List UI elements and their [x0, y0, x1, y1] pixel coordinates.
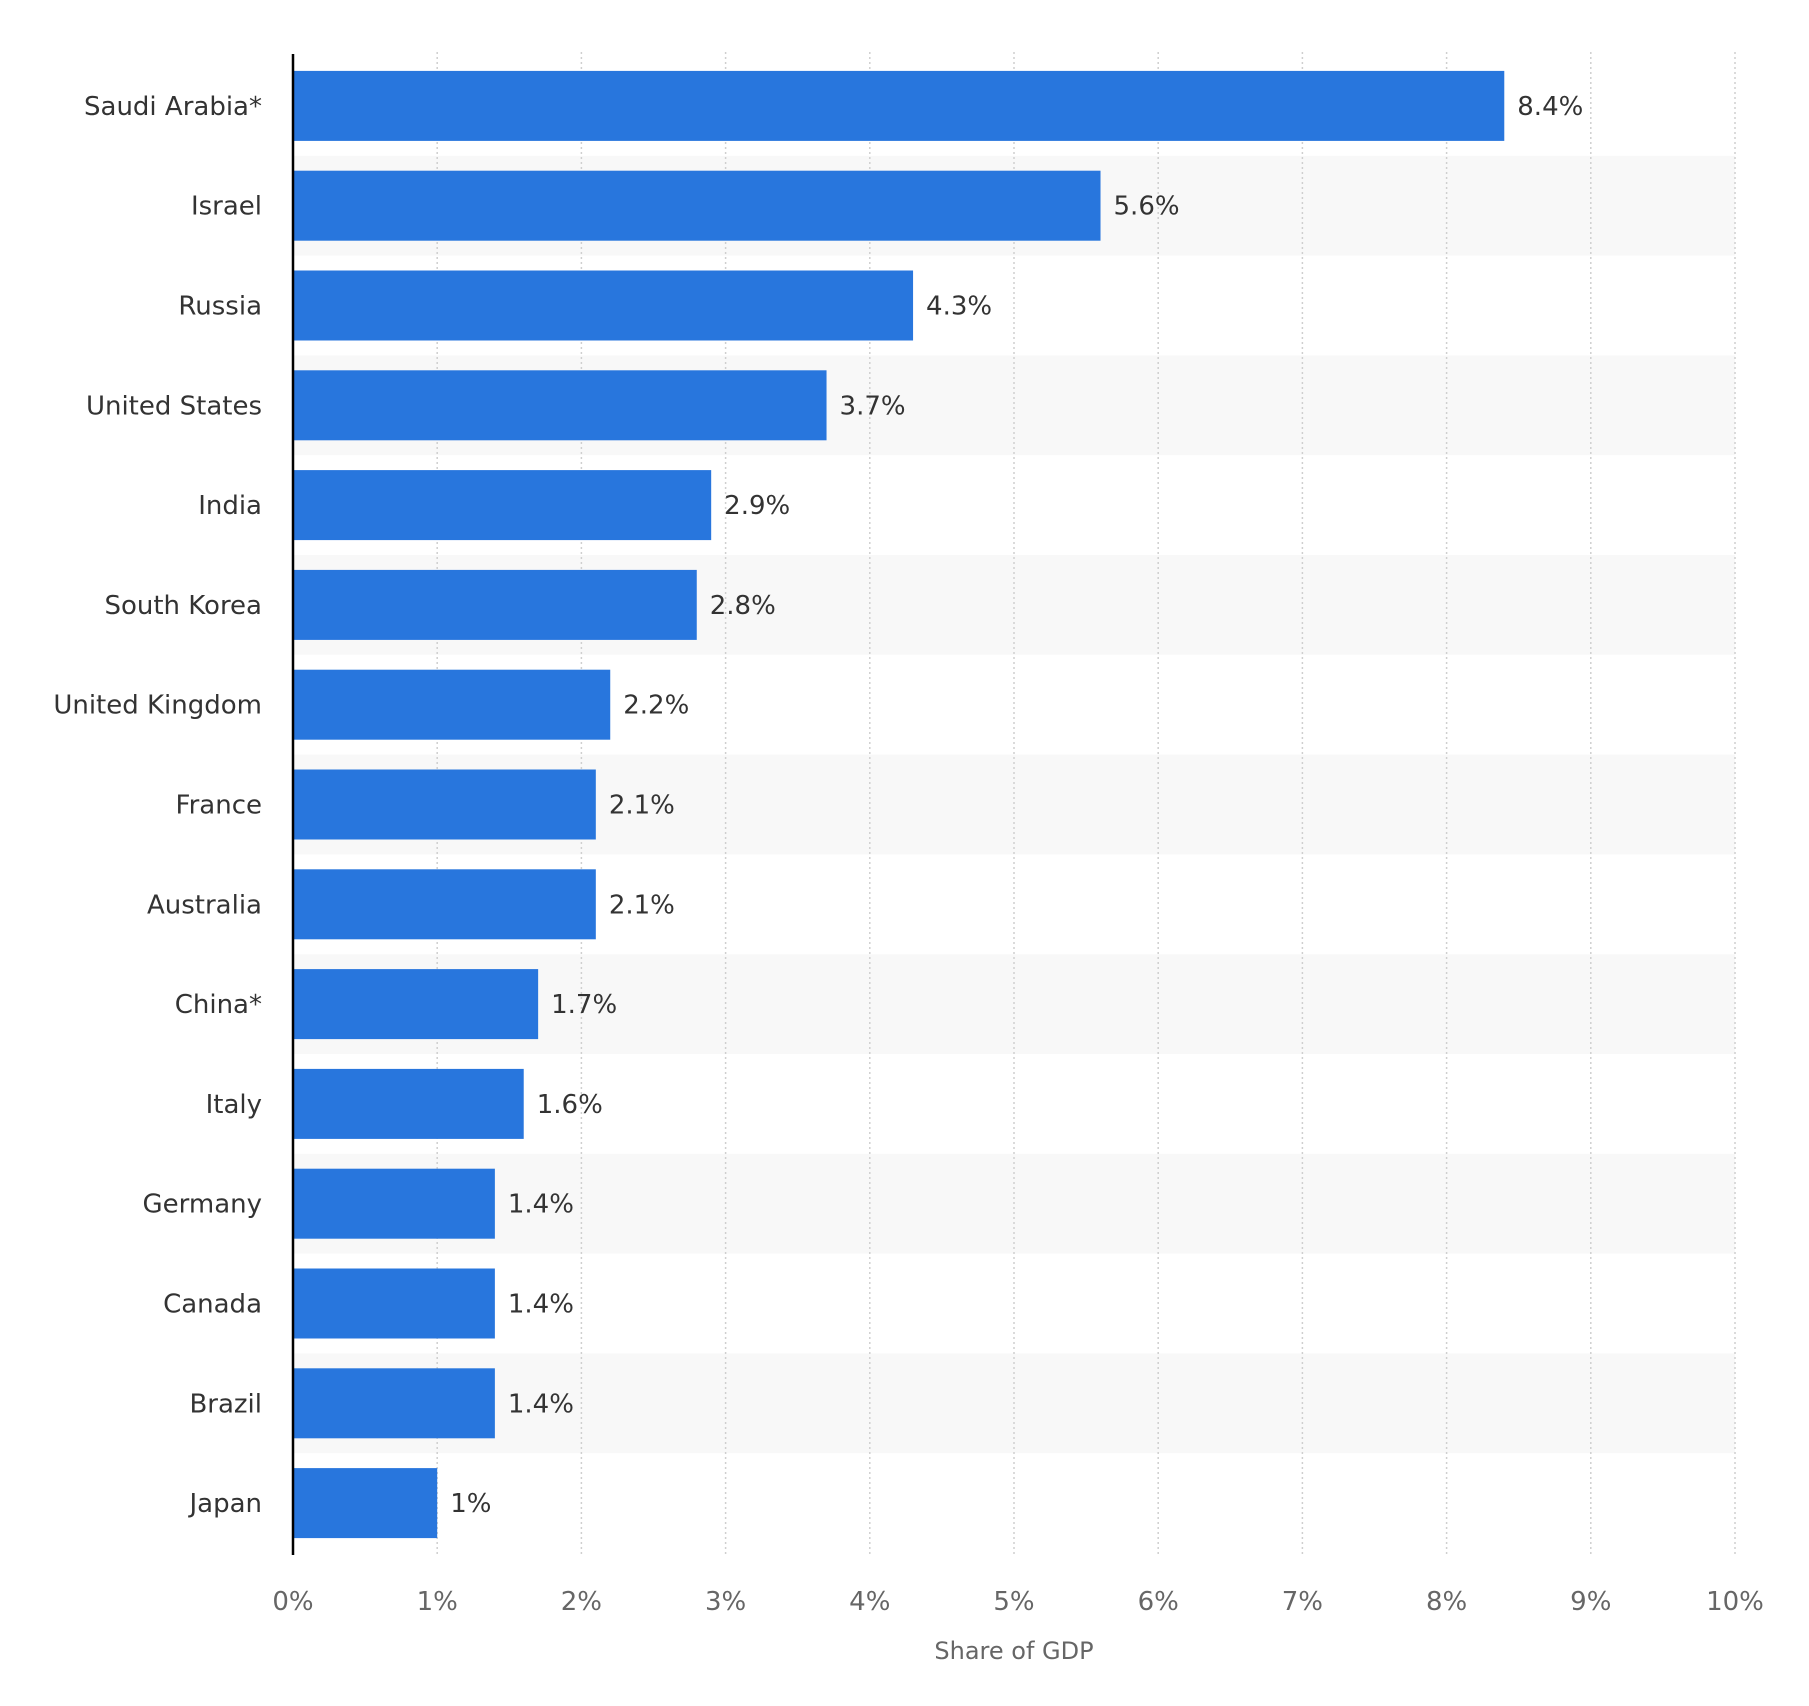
category-label: Saudi Arabia* — [84, 92, 262, 122]
bars — [293, 70, 1505, 1539]
bar[interactable] — [293, 969, 539, 1040]
x-tick-label: 0% — [272, 1587, 313, 1617]
category-label: Italy — [206, 1090, 262, 1120]
value-label: 1.4% — [508, 1190, 574, 1220]
x-tick-label: 5% — [993, 1587, 1034, 1617]
bar[interactable] — [293, 869, 596, 940]
x-axis-ticks: 0% 1% 2% 3% 4% 5% 6% 7% 8% 9% 10% — [272, 1587, 1764, 1617]
value-label: 2.8% — [710, 591, 776, 621]
value-label: 1.6% — [537, 1090, 603, 1120]
value-label: 2.9% — [724, 491, 790, 521]
value-label: 2.2% — [623, 691, 689, 721]
value-label: 1.4% — [508, 1389, 574, 1419]
value-label: 8.4% — [1517, 92, 1583, 122]
bar[interactable] — [293, 769, 596, 840]
bar[interactable] — [293, 270, 914, 341]
category-label: Germany — [142, 1190, 262, 1220]
category-label: Australia — [147, 890, 262, 920]
value-label: 1.4% — [508, 1290, 574, 1320]
bar[interactable] — [293, 1068, 524, 1139]
value-label: 2.1% — [609, 890, 675, 920]
category-label: Japan — [187, 1489, 262, 1519]
bar[interactable] — [293, 1468, 438, 1539]
category-label: India — [198, 491, 262, 521]
bar[interactable] — [293, 669, 611, 740]
value-labels: 8.4% 5.6% 4.3% 3.7% 2.9% 2.8% 2.2% 2.1% 2.1% 1.7%… — [450, 92, 1583, 1519]
value-label: 1% — [450, 1489, 491, 1519]
x-tick-label: 9% — [1570, 1587, 1611, 1617]
bar[interactable] — [293, 370, 827, 441]
bar[interactable] — [293, 170, 1101, 241]
bar[interactable] — [293, 470, 712, 541]
category-label: Brazil — [189, 1389, 262, 1419]
bar[interactable] — [293, 1268, 495, 1339]
x-tick-label: 1% — [417, 1587, 458, 1617]
value-label: 4.3% — [926, 292, 992, 322]
category-label: France — [176, 791, 262, 821]
category-labels: Saudi Arabia* Israel Russia United States In… — [53, 92, 262, 1519]
x-axis-title: Share of GDP — [934, 1637, 1093, 1665]
x-tick-label: 3% — [705, 1587, 746, 1617]
x-tick-label: 4% — [849, 1587, 890, 1617]
bar[interactable] — [293, 1168, 495, 1239]
category-label: China* — [175, 990, 262, 1020]
category-label: Canada — [163, 1290, 262, 1320]
bar[interactable] — [293, 70, 1505, 141]
category-label: United States — [86, 391, 262, 421]
x-tick-label: 10% — [1706, 1587, 1764, 1617]
x-tick-label: 6% — [1138, 1587, 1179, 1617]
value-label: 1.7% — [551, 990, 617, 1020]
category-label: Russia — [178, 292, 262, 322]
x-tick-label: 8% — [1426, 1587, 1467, 1617]
x-tick-label: 2% — [561, 1587, 602, 1617]
value-label: 2.1% — [609, 791, 675, 821]
category-label: United Kingdom — [53, 691, 262, 721]
category-label: Israel — [191, 192, 262, 222]
value-label: 3.7% — [840, 391, 906, 421]
category-label: South Korea — [104, 591, 262, 621]
bar[interactable] — [293, 569, 697, 640]
x-tick-label: 7% — [1282, 1587, 1323, 1617]
bar[interactable] — [293, 1368, 495, 1439]
value-label: 5.6% — [1114, 192, 1180, 222]
